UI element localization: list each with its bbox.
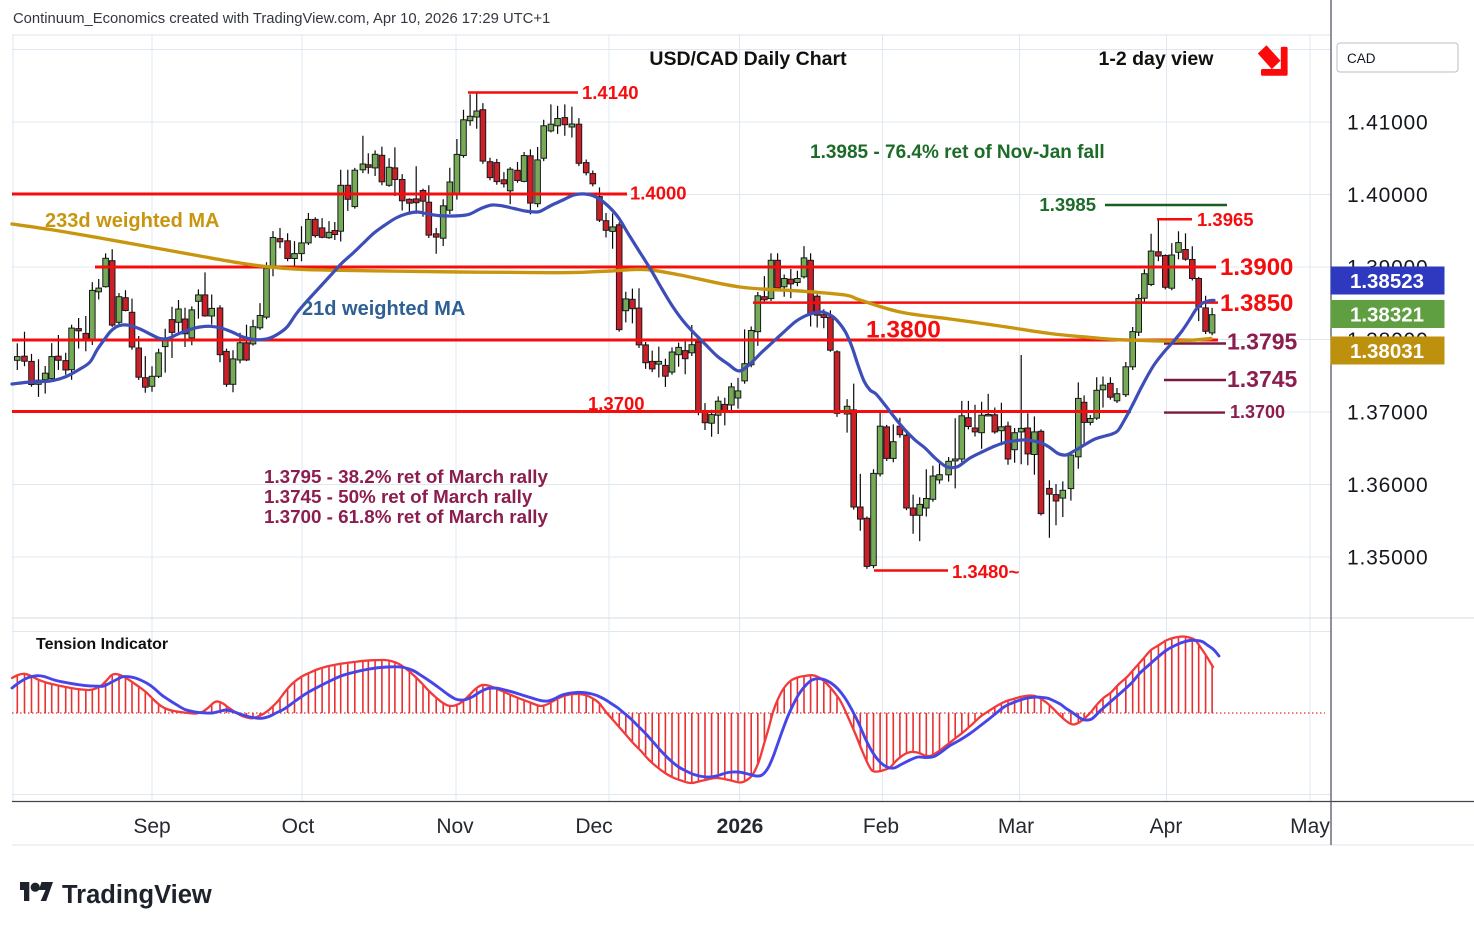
svg-text:Feb: Feb <box>863 815 899 838</box>
svg-text:CAD: CAD <box>1347 51 1376 66</box>
svg-text:Apr: Apr <box>1150 815 1183 838</box>
svg-text:1.37000: 1.37000 <box>1347 402 1429 425</box>
svg-text:1.3850: 1.3850 <box>1220 290 1293 317</box>
svg-text:1.3745: 1.3745 <box>1227 366 1298 392</box>
svg-text:USD/CAD Daily Chart: USD/CAD Daily Chart <box>649 48 847 70</box>
svg-text:1.41000: 1.41000 <box>1347 112 1429 135</box>
svg-text:May: May <box>1290 815 1330 838</box>
svg-text:1.3480~: 1.3480~ <box>952 561 1020 582</box>
svg-text:1.35000: 1.35000 <box>1347 547 1429 570</box>
svg-text:TradingView: TradingView <box>62 881 212 909</box>
svg-text:Dec: Dec <box>575 815 612 838</box>
svg-text:1.3700: 1.3700 <box>588 393 645 414</box>
svg-text:1.36000: 1.36000 <box>1347 474 1429 497</box>
svg-text:21d weighted MA: 21d weighted MA <box>302 298 465 320</box>
svg-text:1-2 day view: 1-2 day view <box>1099 48 1215 70</box>
svg-text:1.4000: 1.4000 <box>630 183 687 204</box>
svg-text:Mar: Mar <box>998 815 1034 838</box>
svg-text:1.3900: 1.3900 <box>1220 254 1293 281</box>
svg-text:Tension Indicator: Tension Indicator <box>36 636 168 653</box>
svg-text:1.3800: 1.3800 <box>866 317 941 344</box>
svg-text:1.3700: 1.3700 <box>1230 402 1285 422</box>
svg-text:1.4140: 1.4140 <box>582 82 639 103</box>
svg-text:1.3985 - 76.4% ret of Nov-Jan: 1.3985 - 76.4% ret of Nov-Jan fall <box>810 142 1105 163</box>
svg-text:1.3745 - 50% ret of March rall: 1.3745 - 50% ret of March rally <box>264 486 533 507</box>
svg-text:233d weighted MA: 233d weighted MA <box>45 210 219 232</box>
svg-text:1.40000: 1.40000 <box>1347 184 1429 207</box>
svg-text:1.3795: 1.3795 <box>1227 329 1298 355</box>
svg-text:Oct: Oct <box>282 815 315 838</box>
svg-text:Nov: Nov <box>436 815 474 838</box>
svg-text:2026: 2026 <box>717 815 764 838</box>
svg-text:1.3700 - 61.8% ret of March ra: 1.3700 - 61.8% ret of March rally <box>264 506 549 527</box>
svg-text:1.3965: 1.3965 <box>1197 209 1254 230</box>
svg-text:1.38321: 1.38321 <box>1350 304 1424 327</box>
svg-text:Continuum_Economics created wi: Continuum_Economics created with Trading… <box>13 11 550 27</box>
svg-text:1.3795 - 38.2% ret of March ra: 1.3795 - 38.2% ret of March rally <box>264 466 549 487</box>
svg-text:1.38031: 1.38031 <box>1350 340 1424 363</box>
svg-text:1.38523: 1.38523 <box>1350 270 1424 293</box>
svg-text:1.3985: 1.3985 <box>1039 194 1096 215</box>
svg-text:Sep: Sep <box>133 815 170 838</box>
